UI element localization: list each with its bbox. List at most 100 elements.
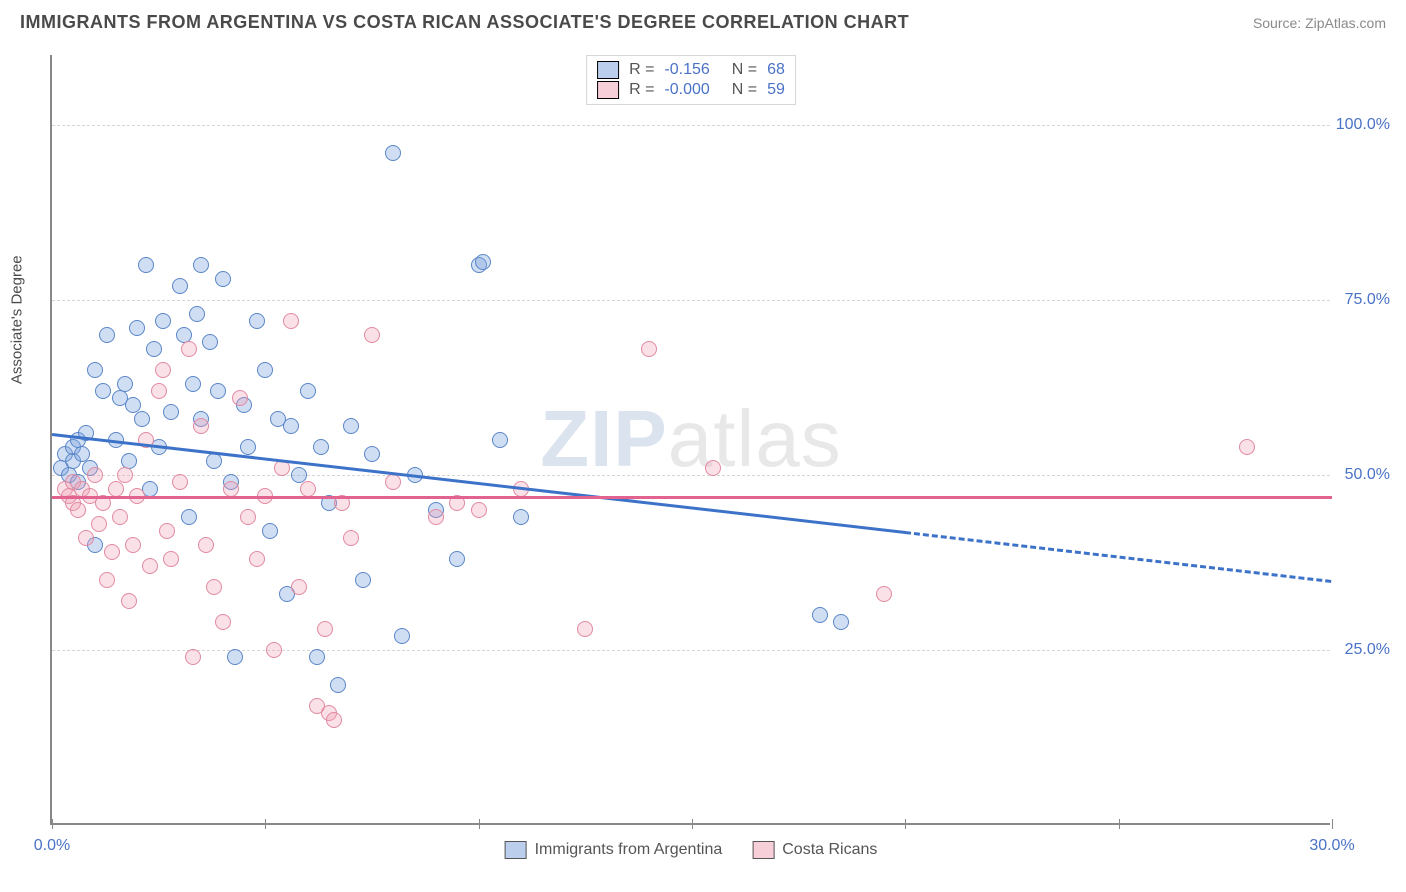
- plot-area: ZIPatlas R = -0.156 N = 68 R = -0.000 N …: [50, 55, 1330, 825]
- data-point: [283, 313, 299, 329]
- data-point: [99, 327, 115, 343]
- x-tick: [692, 819, 693, 829]
- data-point: [385, 474, 401, 490]
- gridline: [52, 475, 1330, 476]
- data-point: [232, 390, 248, 406]
- legend-label-series2: Costa Ricans: [782, 841, 877, 859]
- data-point: [181, 341, 197, 357]
- data-point: [705, 460, 721, 476]
- legend-swatch-blue: [597, 61, 619, 79]
- data-point: [70, 502, 86, 518]
- chart-title: IMMIGRANTS FROM ARGENTINA VS COSTA RICAN…: [20, 12, 909, 33]
- data-point: [364, 446, 380, 462]
- data-point: [112, 509, 128, 525]
- data-point: [91, 516, 107, 532]
- legend-item-series1: Immigrants from Argentina: [505, 841, 723, 859]
- data-point: [146, 341, 162, 357]
- x-tick: [265, 819, 266, 829]
- data-point: [343, 530, 359, 546]
- correlation-legend: R = -0.156 N = 68 R = -0.000 N = 59: [586, 55, 796, 105]
- legend-swatch-blue: [505, 841, 527, 859]
- data-point: [223, 481, 239, 497]
- data-point: [833, 614, 849, 630]
- data-point: [317, 621, 333, 637]
- legend-r-value-1: -0.156: [664, 61, 709, 79]
- data-point: [266, 642, 282, 658]
- data-point: [364, 327, 380, 343]
- legend-swatch-pink: [597, 81, 619, 99]
- legend-r-value-2: -0.000: [664, 81, 709, 99]
- data-point: [215, 614, 231, 630]
- data-point: [189, 306, 205, 322]
- data-point: [475, 254, 491, 270]
- legend-r-label: R =: [629, 81, 654, 99]
- data-point: [492, 432, 508, 448]
- data-point: [240, 439, 256, 455]
- data-point: [206, 579, 222, 595]
- data-point: [185, 649, 201, 665]
- data-point: [257, 362, 273, 378]
- data-point: [125, 537, 141, 553]
- y-tick-label: 25.0%: [1345, 641, 1390, 659]
- data-point: [193, 418, 209, 434]
- data-point: [283, 418, 299, 434]
- data-point: [151, 383, 167, 399]
- legend-n-value-2: 59: [767, 81, 785, 99]
- legend-row-series1: R = -0.156 N = 68: [597, 60, 785, 80]
- data-point: [249, 551, 265, 567]
- data-point: [249, 313, 265, 329]
- data-point: [87, 467, 103, 483]
- watermark-thin: atlas: [668, 394, 842, 483]
- legend-label-series1: Immigrants from Argentina: [535, 841, 723, 859]
- data-point: [240, 509, 256, 525]
- gridline: [52, 125, 1330, 126]
- gridline: [52, 650, 1330, 651]
- watermark: ZIPatlas: [540, 393, 841, 485]
- x-tick-label: 0.0%: [34, 837, 70, 855]
- data-point: [385, 145, 401, 161]
- data-point: [641, 341, 657, 357]
- data-point: [876, 586, 892, 602]
- data-point: [87, 362, 103, 378]
- x-tick: [1119, 819, 1120, 829]
- chart-container: ZIPatlas R = -0.156 N = 68 R = -0.000 N …: [50, 55, 1390, 825]
- y-tick-label: 100.0%: [1336, 116, 1390, 134]
- data-point: [108, 481, 124, 497]
- legend-n-label: N =: [732, 61, 757, 79]
- data-point: [155, 362, 171, 378]
- y-tick-label: 75.0%: [1345, 291, 1390, 309]
- watermark-bold: ZIP: [540, 394, 667, 483]
- data-point: [198, 537, 214, 553]
- data-point: [117, 376, 133, 392]
- source-attribution: Source: ZipAtlas.com: [1253, 15, 1386, 31]
- data-point: [513, 509, 529, 525]
- data-point: [104, 544, 120, 560]
- data-point: [129, 320, 145, 336]
- series-legend: Immigrants from Argentina Costa Ricans: [505, 841, 878, 859]
- data-point: [428, 509, 444, 525]
- y-tick-label: 50.0%: [1345, 466, 1390, 484]
- data-point: [471, 502, 487, 518]
- data-point: [155, 313, 171, 329]
- data-point: [291, 579, 307, 595]
- data-point: [449, 551, 465, 567]
- data-point: [78, 530, 94, 546]
- legend-row-series2: R = -0.000 N = 59: [597, 80, 785, 100]
- data-point: [343, 418, 359, 434]
- data-point: [206, 453, 222, 469]
- data-point: [181, 509, 197, 525]
- data-point: [300, 481, 316, 497]
- data-point: [193, 257, 209, 273]
- data-point: [300, 383, 316, 399]
- data-point: [117, 467, 133, 483]
- x-tick: [52, 819, 53, 829]
- data-point: [812, 607, 828, 623]
- legend-item-series2: Costa Ricans: [752, 841, 877, 859]
- data-point: [227, 649, 243, 665]
- data-point: [394, 628, 410, 644]
- data-point: [313, 439, 329, 455]
- legend-r-label: R =: [629, 61, 654, 79]
- data-point: [355, 572, 371, 588]
- trend-line: [905, 531, 1332, 583]
- legend-n-value-1: 68: [767, 61, 785, 79]
